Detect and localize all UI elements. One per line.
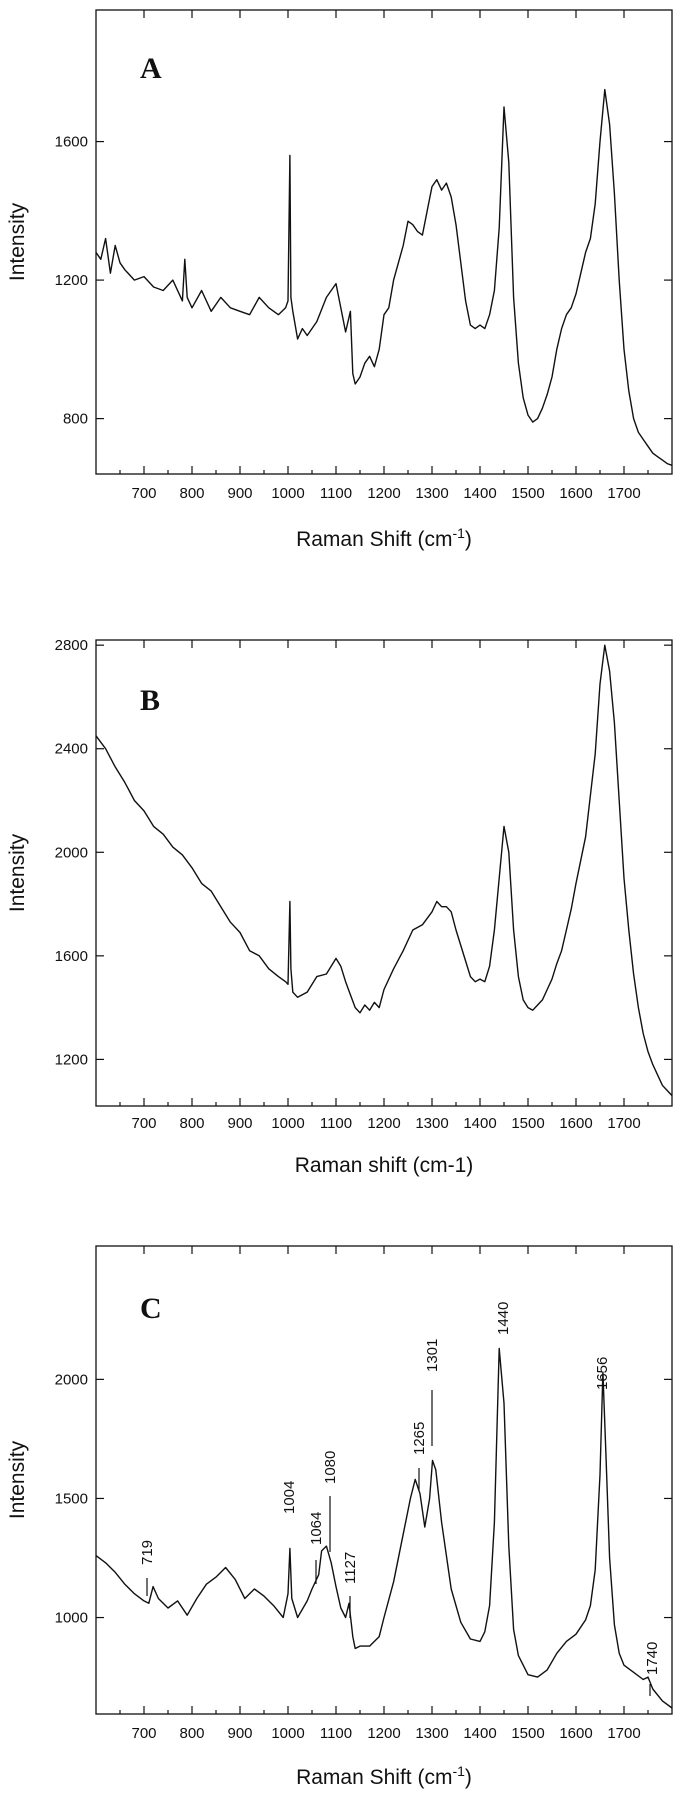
- x-tick-label: 800: [179, 485, 204, 502]
- peak-annotation: 1740: [644, 1642, 661, 1675]
- x-tick-label: 700: [131, 1725, 156, 1742]
- y-tick-label: 1000: [55, 1610, 88, 1627]
- panel-letter: A: [140, 52, 162, 85]
- y-tick-label: 2800: [55, 637, 88, 654]
- x-tick-label: 1500: [511, 1725, 544, 1742]
- x-tick-label: 1600: [559, 1115, 592, 1132]
- peak-annotation: 1301: [424, 1339, 441, 1372]
- x-tick-label: 800: [179, 1725, 204, 1742]
- x-tick-label: 1000: [271, 485, 304, 502]
- peak-annotation: 719: [139, 1540, 156, 1565]
- y-axis-title: Intensity: [6, 1440, 29, 1519]
- y-tick-label: 1200: [55, 272, 88, 289]
- y-tick-label: 1500: [55, 1490, 88, 1507]
- peak-annotation: 1127: [342, 1552, 359, 1584]
- plot-frame: [95, 9, 673, 475]
- spectrum-line: [95, 88, 673, 466]
- x-tick-label: 1600: [559, 485, 592, 502]
- x-tick-label: 1100: [320, 1115, 352, 1132]
- x-axis-title: Raman Shift (cm-1): [296, 525, 472, 551]
- x-tick-label: 800: [179, 1115, 204, 1132]
- x-tick-label: 1200: [367, 485, 400, 502]
- plot-frame: [95, 1245, 673, 1715]
- x-tick-label: 1600: [559, 1725, 592, 1742]
- peak-annotation: 1656: [594, 1357, 611, 1390]
- spectrum-line: [95, 1347, 673, 1709]
- panel-letter: C: [140, 1292, 162, 1325]
- x-tick-label: 1700: [607, 1115, 640, 1132]
- x-tick-label: 900: [227, 1115, 252, 1132]
- x-tick-label: 1700: [607, 1725, 640, 1742]
- y-tick-label: 800: [63, 411, 88, 428]
- x-tick-label: 900: [227, 485, 252, 502]
- y-axis-title: Intensity: [6, 202, 29, 281]
- y-tick-label: 1600: [55, 948, 88, 965]
- x-tick-label: 1100: [320, 485, 352, 502]
- x-tick-label: 1200: [367, 1725, 400, 1742]
- peak-annotation: 1064: [308, 1512, 325, 1545]
- x-tick-label: 1000: [271, 1725, 304, 1742]
- y-tick-label: 2400: [55, 741, 88, 758]
- y-tick-label: 1200: [55, 1051, 88, 1068]
- x-tick-label: 1300: [415, 485, 448, 502]
- peak-annotation: 1265: [411, 1422, 428, 1455]
- x-tick-label: 1200: [367, 1115, 400, 1132]
- x-tick-label: 1400: [463, 1725, 496, 1742]
- y-tick-label: 2000: [55, 1371, 88, 1388]
- panel-a: 700 800 900 1000 1100 1200 1300 1400 1500 1600 170…: [6, 9, 673, 551]
- y-tick-label: 1600: [55, 134, 88, 151]
- panel-c: 700 800 900 1000 1100 1200 1300 1400 1500 1600 170…: [6, 1245, 673, 1789]
- spectrum-line: [95, 644, 673, 1097]
- peak-annotation: 1440: [495, 1302, 512, 1335]
- x-axis-title: Raman shift (cm-1): [295, 1154, 474, 1177]
- x-tick-label: 1500: [511, 1115, 544, 1132]
- x-tick-label: 1100: [320, 1725, 352, 1742]
- x-axis-title: Raman Shift (cm-1): [296, 1763, 472, 1789]
- peak-annotation: 1004: [281, 1481, 298, 1514]
- x-tick-label: 1300: [415, 1115, 448, 1132]
- plot-frame: [95, 639, 673, 1107]
- x-tick-label: 1700: [607, 485, 640, 502]
- panel-b: 700 800 900 1000 1100 1200 1300 1400 1500 1600 170…: [6, 637, 673, 1177]
- x-tick-label: 700: [131, 1115, 156, 1132]
- x-tick-label: 1300: [415, 1725, 448, 1742]
- x-tick-label: 700: [131, 485, 156, 502]
- x-tick-label: 1000: [271, 1115, 304, 1132]
- x-tick-label: 1500: [511, 485, 544, 502]
- x-tick-label: 900: [227, 1725, 252, 1742]
- peak-annotation: 1080: [322, 1451, 339, 1484]
- y-axis-title: Intensity: [6, 833, 29, 912]
- y-tick-label: 2000: [55, 844, 88, 861]
- x-tick-label: 1400: [463, 1115, 496, 1132]
- panel-letter: B: [140, 684, 160, 717]
- x-tick-label: 1400: [463, 485, 496, 502]
